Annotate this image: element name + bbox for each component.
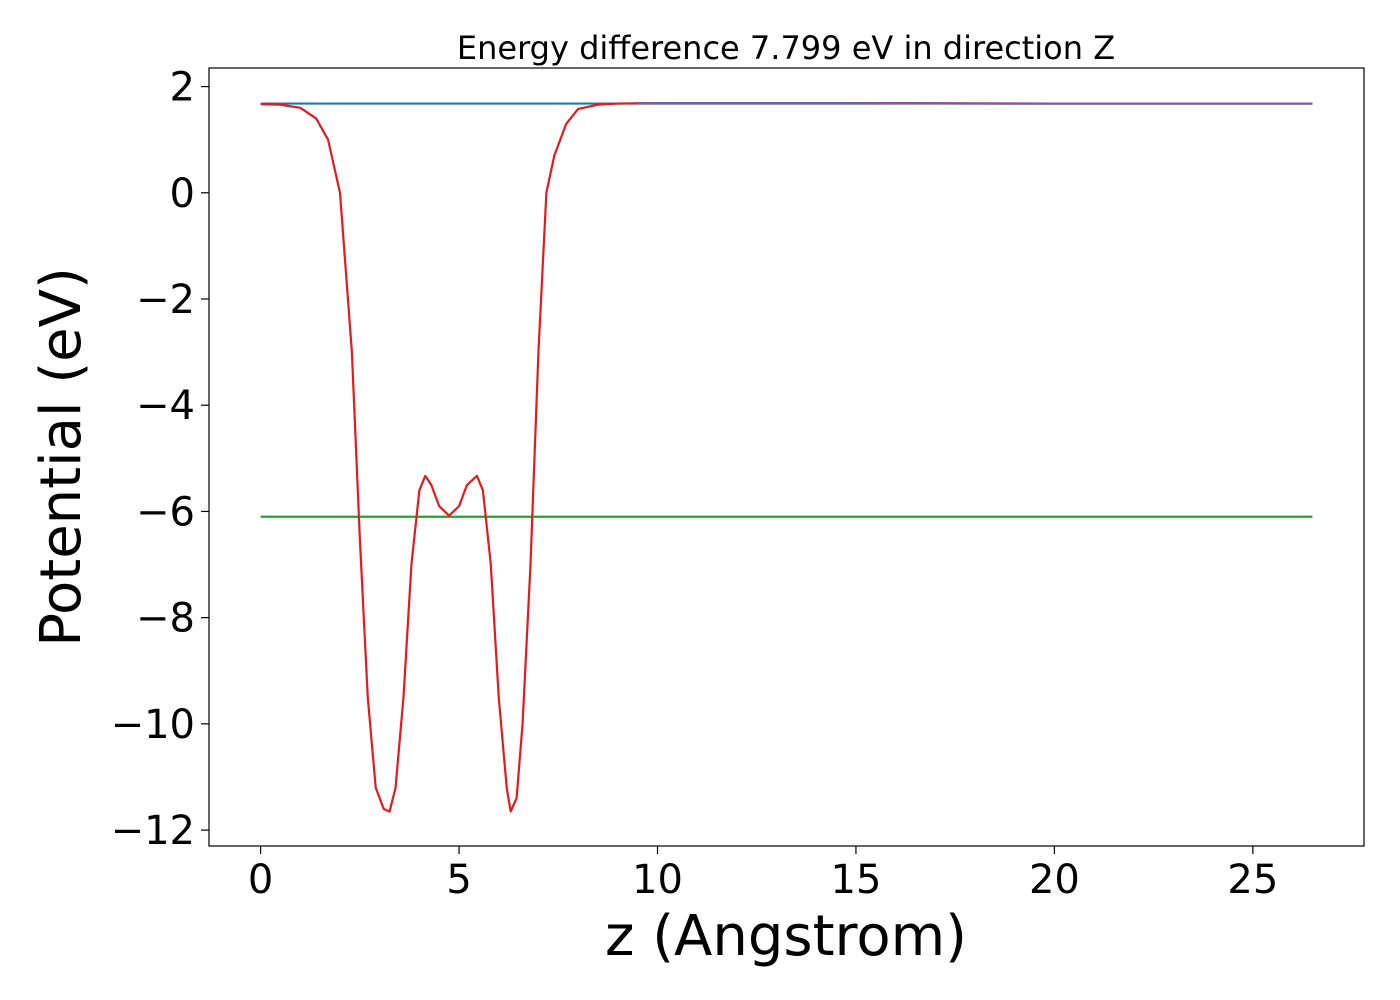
plot-lines [260,101,1313,813]
x-axis-ticks: 0 5 10 15 20 25 [248,846,1278,903]
x-axis-label: z (Angstrom) [605,904,967,969]
x-tick-label: 10 [632,857,683,903]
x-tick-label: 0 [248,857,273,903]
chart-title: Energy difference 7.799 eV in direction … [457,29,1115,67]
y-tick-label: −8 [136,596,195,642]
x-tick-label: 5 [446,857,471,903]
y-tick-label: 0 [170,171,195,217]
y-tick-label: −12 [111,808,195,854]
y-tick-label: −4 [136,383,195,429]
y-axis-ticks: 2 0 −2 −4 −6 −8 −10 −12 [111,65,209,854]
y-tick-label: −6 [136,489,195,535]
y-tick-label: −10 [111,702,195,748]
series-line-3 [260,101,1313,813]
series-line-4 [637,101,1313,105]
y-tick-label: 2 [170,65,195,111]
x-tick-label: 15 [831,857,882,903]
x-tick-label: 20 [1029,857,1080,903]
y-axis-label: Potential (eV) [29,267,94,647]
y-tick-label: −2 [136,277,195,323]
x-tick-label: 25 [1227,857,1278,903]
plot-frame [208,67,1365,847]
